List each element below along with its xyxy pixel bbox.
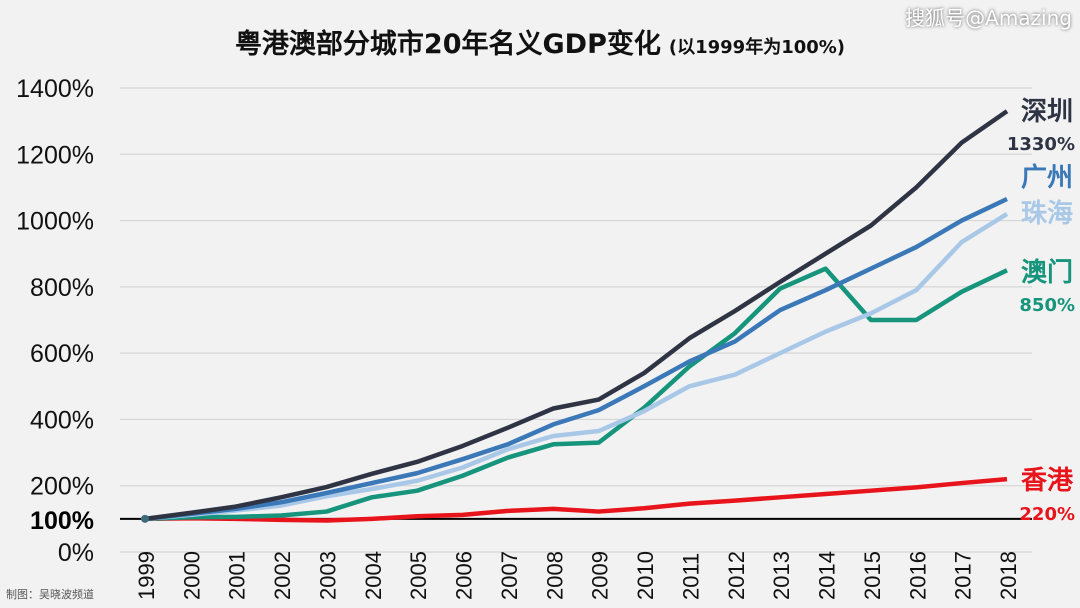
series-end-value: 850% (1019, 295, 1075, 316)
series-end-value: 220% (1019, 504, 1075, 525)
x-tick-label: 2010 (633, 551, 658, 600)
credit-text: 制图：吴晓波频道 (6, 588, 94, 601)
x-tick-label: 2018 (996, 551, 1021, 600)
series-line-珠海 (144, 212, 1009, 522)
y-tick-label: 400% (30, 406, 94, 434)
x-tick-label: 2011 (678, 553, 703, 600)
series-name-label: 深圳 (1021, 97, 1073, 127)
y-tick-label: 1200% (16, 141, 94, 169)
x-tick-label: 2014 (815, 551, 840, 600)
y-tick-label: 600% (30, 340, 94, 368)
series-line-澳门 (144, 266, 1008, 522)
x-tick-label: 2004 (361, 551, 386, 600)
x-tick-label: 2009 (588, 551, 613, 600)
series-name-label: 广州 (1021, 163, 1073, 193)
y-tick-label: 1000% (16, 208, 94, 236)
baseline-label: 100% (30, 507, 94, 535)
y-tick-label: 800% (30, 274, 94, 302)
start-point (141, 514, 149, 523)
series-line-香港 (144, 476, 1008, 523)
chart-title: 粤港澳部分城市20年名义GDP变化 (以1999年为100%) (0, 22, 1080, 61)
title-text: 粤港澳部分城市20年名义GDP变化 (234, 29, 661, 60)
x-tick-label: 2015 (860, 551, 885, 600)
x-tick-label: 2003 (315, 551, 340, 600)
series-name-label: 香港 (1021, 466, 1074, 496)
x-tick-label: 2000 (179, 551, 204, 600)
y-tick-label: 1400% (16, 75, 94, 103)
y-tick-label: 200% (30, 473, 94, 501)
x-tick-label: 2005 (406, 551, 431, 600)
y-tick-label: 0% (58, 539, 94, 567)
x-tick-label: 2008 (542, 551, 567, 600)
x-tick-label: 2006 (452, 551, 477, 600)
series-line-深圳 (144, 109, 1009, 522)
series-name-label: 珠海 (1021, 199, 1073, 229)
watermark: 搜狐号@Amazing (905, 6, 1072, 30)
x-tick-label: 2013 (769, 551, 794, 600)
series-line-广州 (144, 196, 1008, 522)
series-name-label: 澳门 (1021, 258, 1073, 288)
series-end-value: 1330% (1007, 134, 1075, 155)
x-tick-label: 1999 (134, 551, 159, 600)
subtitle-text: (以1999年为100%) (668, 37, 846, 58)
x-tick-label: 2002 (270, 551, 295, 600)
x-tick-label: 2012 (724, 551, 749, 600)
x-tick-label: 2016 (905, 551, 930, 600)
x-tick-label: 2001 (225, 551, 250, 600)
x-tick-label: 2017 (951, 551, 976, 600)
x-tick-label: 2007 (497, 551, 522, 600)
